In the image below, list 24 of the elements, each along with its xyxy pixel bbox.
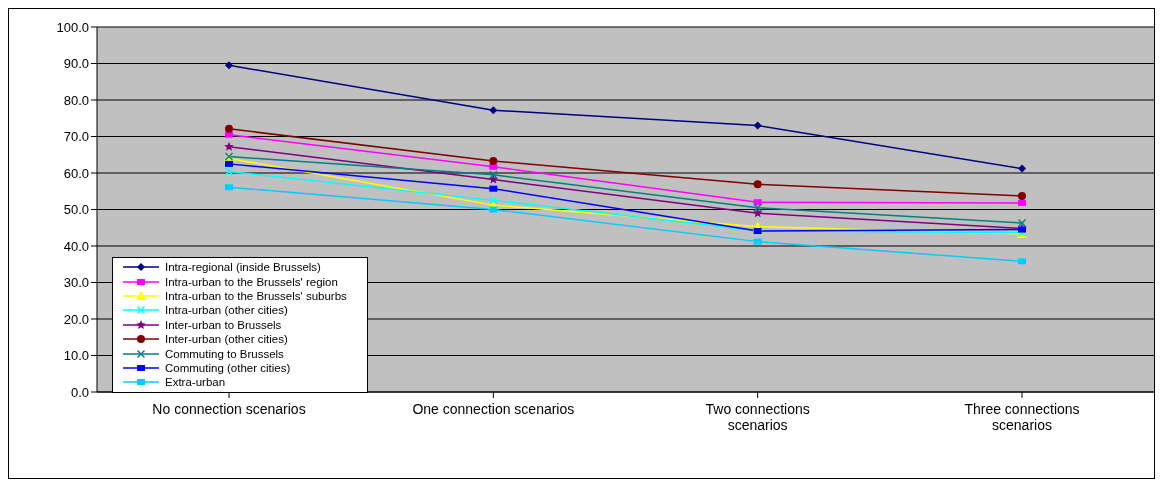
legend-label: Intra-urban to the Brussels' suburbs — [165, 289, 347, 302]
y-tick-label: 0.0 — [70, 384, 89, 400]
legend-label: Extra-urban — [165, 376, 226, 389]
x-tick-label: Three connections scenarios — [964, 401, 1080, 433]
legend-label: Commuting to Brussels — [165, 347, 284, 360]
legend-label: Intra-urban to the Brussels' region — [165, 275, 338, 288]
legend-label: Commuting (other cities) — [165, 361, 291, 374]
y-tick-label: 10.0 — [63, 348, 89, 364]
y-tick-label: 70.0 — [63, 129, 89, 145]
legend-label: Inter-urban to Brussels — [165, 318, 282, 331]
legend-label: Inter-urban (other cities) — [165, 333, 288, 346]
y-tick-label: 90.0 — [63, 56, 89, 72]
y-tick-label: 40.0 — [63, 238, 89, 254]
y-tick-label: 80.0 — [63, 92, 89, 108]
y-tick-label: 60.0 — [63, 165, 89, 181]
legend-label: Intra-urban (other cities) — [165, 304, 288, 317]
legend-label: Intra-regional (inside Brussels) — [165, 261, 321, 274]
y-tick-label: 20.0 — [63, 311, 89, 327]
x-tick-label: Two connections scenarios — [705, 401, 810, 433]
y-tick-label: 30.0 — [63, 275, 89, 291]
x-tick-label: No connection scenarios — [152, 401, 306, 417]
x-tick-label: One connection scenarios — [412, 401, 575, 417]
y-tick-label: 100.0 — [56, 19, 89, 35]
y-tick-label: 50.0 — [63, 202, 89, 218]
